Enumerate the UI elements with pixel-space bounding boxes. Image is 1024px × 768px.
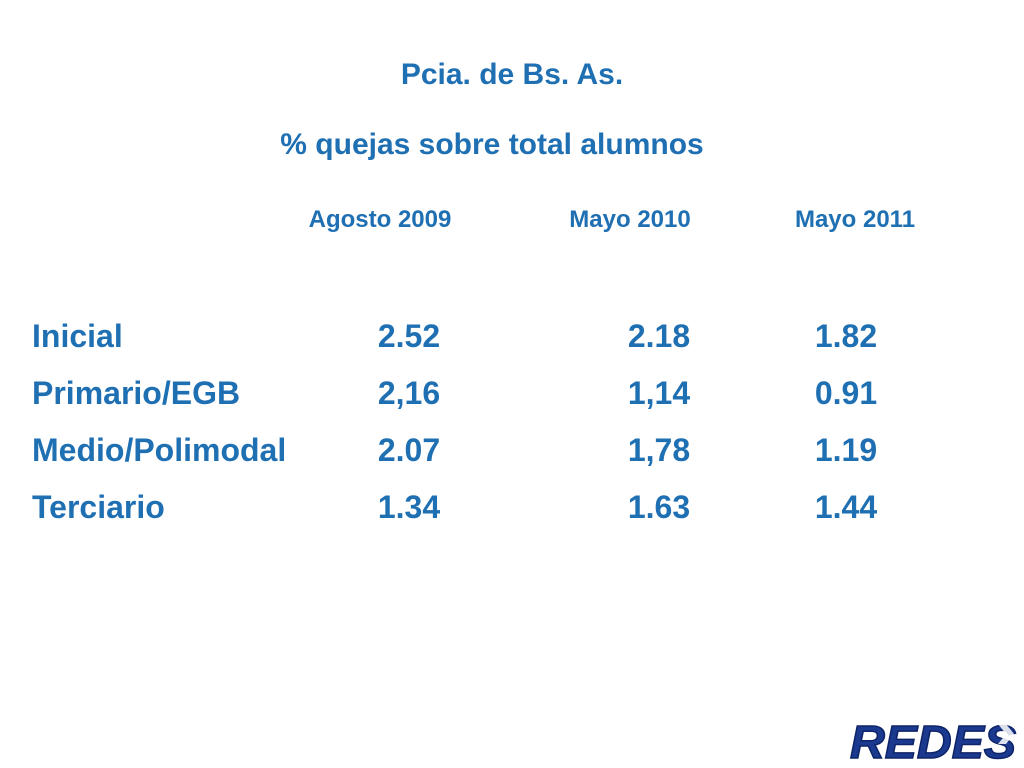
table-cell: 1,14: [627, 375, 691, 411]
table-cell: 2.52: [377, 318, 441, 354]
column-header-mayo-2011: Mayo 2011: [794, 206, 916, 233]
table-cell: 1.63: [627, 489, 691, 525]
table-cell: 1.19: [814, 432, 878, 468]
table-cell: 2,16: [377, 375, 441, 411]
logo-text: REDES: [850, 718, 1016, 766]
table-cell: 1.34: [377, 489, 441, 525]
logo-arrow-icon: [998, 724, 1014, 744]
table-cell: 2.07: [377, 432, 441, 468]
slide-subtitle: % quejas sobre total alumnos: [280, 128, 704, 161]
table-cell: 1.44: [814, 489, 878, 525]
row-label-terciario: Terciario: [32, 489, 165, 525]
column-header-mayo-2010: Mayo 2010: [569, 206, 691, 233]
row-label-primario: Primario/EGB: [32, 375, 241, 411]
table-cell: 1,78: [627, 432, 691, 468]
table-cell: 1.82: [814, 318, 878, 354]
row-label-medio: Medio/Polimodal: [32, 432, 287, 468]
redes-logo: REDES: [849, 718, 1017, 766]
column-header-agosto-2009: Agosto 2009: [308, 206, 452, 233]
table-cell: 2.18: [627, 318, 691, 354]
row-label-inicial: Inicial: [32, 318, 123, 354]
slide-title: Pcia. de Bs. As.: [400, 58, 624, 91]
table-cell: 0.91: [814, 375, 878, 411]
